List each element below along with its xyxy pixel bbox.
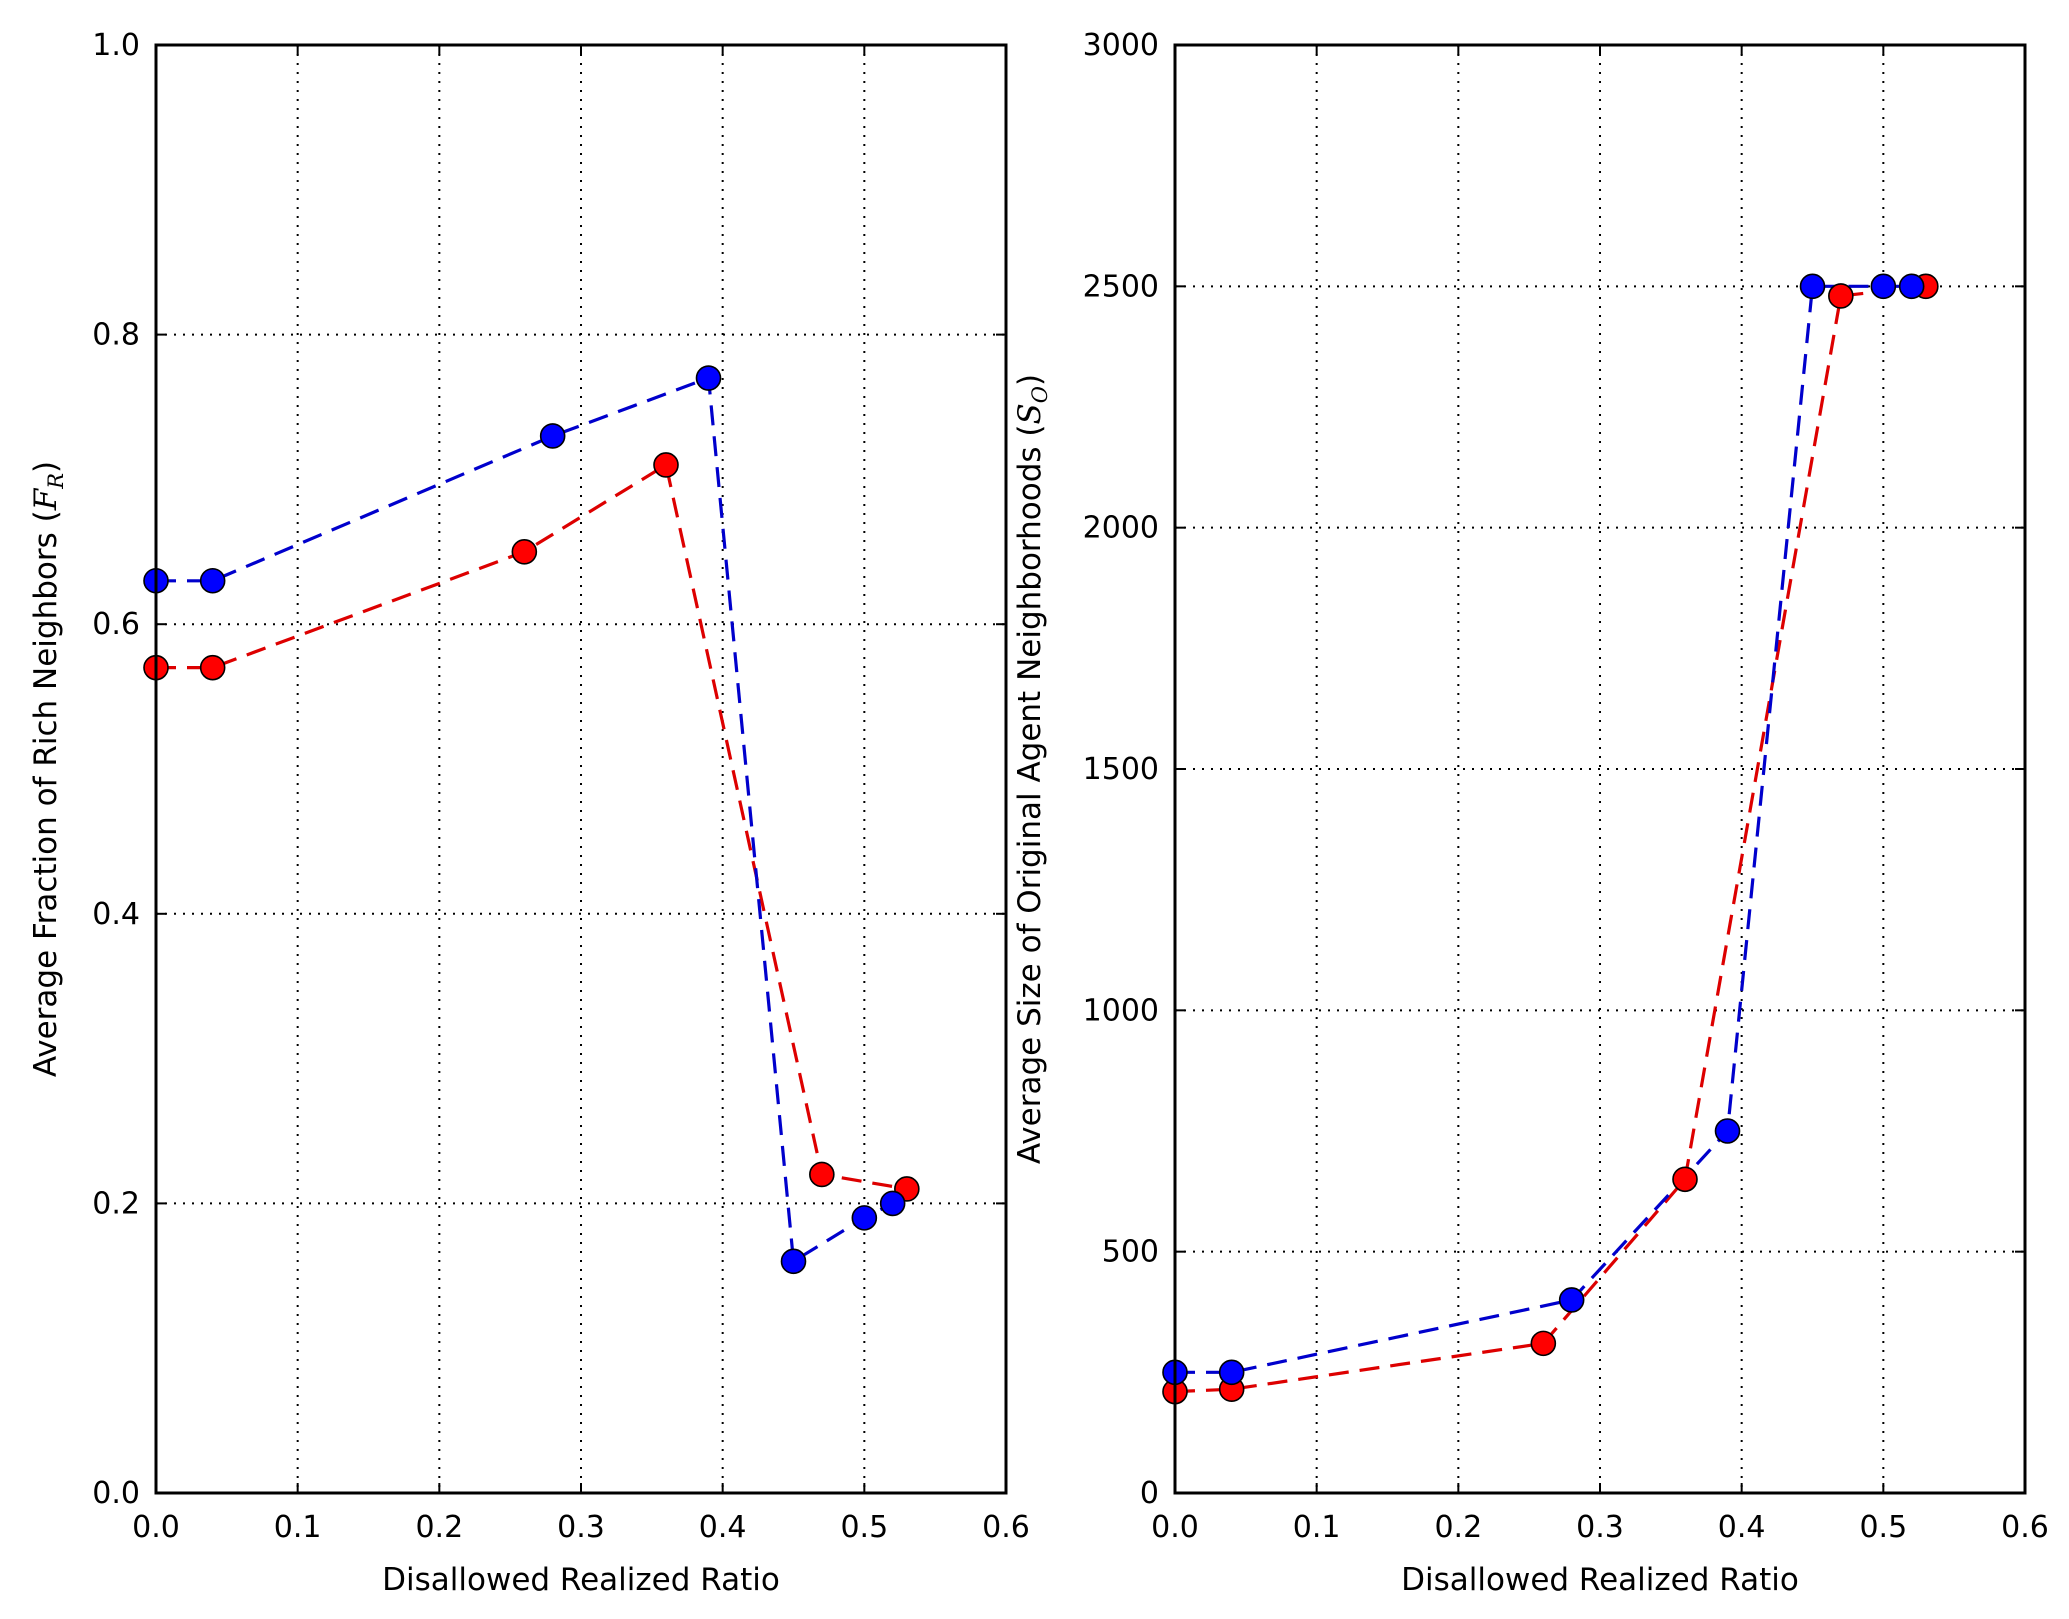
right-series-red-point-2 (1530, 1330, 1557, 1357)
left-series-blue-point-1 (199, 567, 226, 594)
left-y-tick-label-5: 1.0 (92, 28, 140, 63)
right-y-axis-label-close: ) (1012, 374, 1048, 386)
left-plot-frame (154, 43, 1008, 1495)
left-series-red-point-3 (653, 452, 679, 478)
left-x-tick-label-2: 0.2 (415, 1510, 463, 1545)
right-chart: 0.0 0.1 0.2 0.3 0.4 0.5 0.6 0 500 1000 1500 2000 250… (1012, 28, 2049, 1598)
right-series-blue-point-3 (1714, 1118, 1741, 1144)
right-x-tick-label-0: 0.0 (1151, 1510, 1199, 1545)
left-y-axis-label-close: ) (28, 461, 64, 473)
left-x-tick-label-1: 0.1 (274, 1510, 322, 1545)
right-y-tick-label-3: 1500 (1083, 752, 1159, 787)
left-y-axis-label-subscript: R (44, 473, 68, 490)
left-x-tick-label-0: 0.0 (132, 1510, 180, 1545)
right-y-axis-label-text: Average Size of Original Agent Neighborh… (1012, 425, 1048, 1165)
right-x-tick-label-6: 0.6 (2001, 1510, 2049, 1545)
right-series-blue-point-6 (1898, 273, 1925, 300)
right-x-tick-label-4: 0.4 (1718, 1510, 1766, 1545)
left-x-axis-label: Disallowed Realized Ratio (382, 1562, 780, 1598)
left-x-tick-label-6: 0.6 (982, 1510, 1030, 1545)
right-y-tick-label-5: 2500 (1083, 269, 1159, 304)
left-series-blue-point-3 (695, 365, 722, 391)
right-y-axis-label-symbol: S (1012, 403, 1048, 424)
left-y-axis-label: Average Fraction of Rich Neighbors (FR) (28, 461, 68, 1077)
right-x-tick-label-3: 0.3 (1576, 1510, 1624, 1545)
left-y-tick-label-4: 0.8 (92, 318, 140, 353)
right-x-tick-label-5: 0.5 (1859, 1510, 1907, 1545)
right-y-tick-label-2: 1000 (1083, 993, 1159, 1028)
right-y-axis-label-subscript: O (1028, 386, 1052, 403)
right-series-blue-point-1 (1218, 1359, 1245, 1386)
left-series-blue-point-4 (780, 1248, 807, 1275)
right-x-tick-label-1: 0.1 (1293, 1510, 1341, 1545)
right-plot-frame (1173, 43, 2027, 1495)
left-x-tick-label-5: 0.5 (840, 1510, 888, 1545)
left-series-blue-point-5 (851, 1205, 878, 1231)
right-y-tick-label-4: 2000 (1083, 511, 1159, 546)
right-series-blue-point-5 (1870, 273, 1897, 300)
right-series-blue-point-2 (1558, 1287, 1585, 1313)
right-x-axis-label: Disallowed Realized Ratio (1401, 1562, 1799, 1598)
left-x-tick-label-4: 0.4 (699, 1510, 747, 1545)
right-series-red-point-4 (1828, 283, 1854, 309)
left-x-tick-label-3: 0.3 (557, 1510, 605, 1545)
left-y-tick-label-0: 0.0 (92, 1476, 140, 1511)
right-series-blue-point-4 (1799, 273, 1826, 300)
left-series-red-point-4 (809, 1161, 835, 1188)
left-y-axis-label-symbol: F (28, 487, 64, 511)
right-y-tick-label-0: 0 (1140, 1476, 1159, 1511)
left-y-tick-label-3: 0.6 (92, 607, 140, 642)
left-y-axis-label-text: Average Fraction of Rich Neighbors ( (28, 510, 64, 1077)
right-x-tick-label-2: 0.2 (1434, 1510, 1482, 1545)
left-y-tick-label-1: 0.2 (92, 1186, 140, 1221)
right-y-tick-label-6: 3000 (1083, 28, 1159, 63)
right-series-red-point-3 (1672, 1166, 1698, 1193)
left-series-red-point-2 (511, 538, 538, 565)
left-y-tick-label-2: 0.4 (92, 897, 140, 932)
left-series-blue-point-6 (879, 1190, 906, 1217)
left-series-red-point-1 (199, 654, 226, 681)
left-series-blue-point-2 (539, 423, 566, 449)
right-y-tick-label-1: 500 (1102, 1235, 1159, 1270)
left-chart: 0.0 0.1 0.2 0.3 0.4 0.5 0.6 0.0 0.2 0.4 0.6 0.8 1.0 D… (28, 28, 1030, 1598)
right-y-axis-label: Average Size of Original Agent Neighborh… (1012, 374, 1052, 1164)
